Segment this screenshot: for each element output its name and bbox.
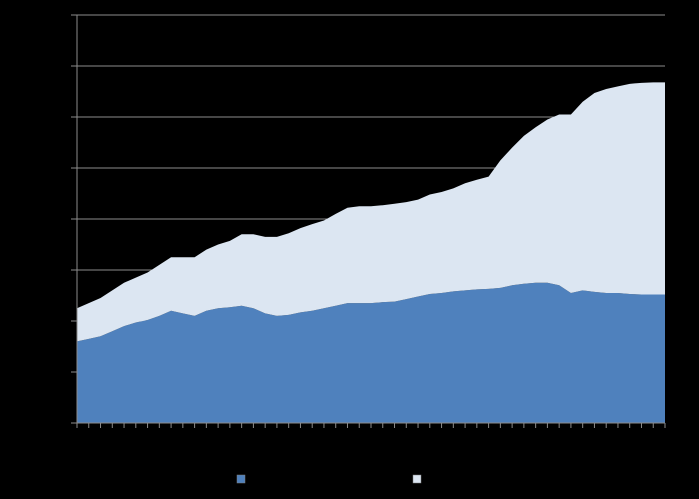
axes (71, 14, 666, 428)
areas (77, 82, 665, 423)
series-area-2 (77, 82, 665, 342)
legend (236, 474, 422, 484)
series-area-1 (77, 282, 665, 423)
legend-swatch-1 (236, 474, 246, 484)
legend-swatch-2 (412, 474, 422, 484)
